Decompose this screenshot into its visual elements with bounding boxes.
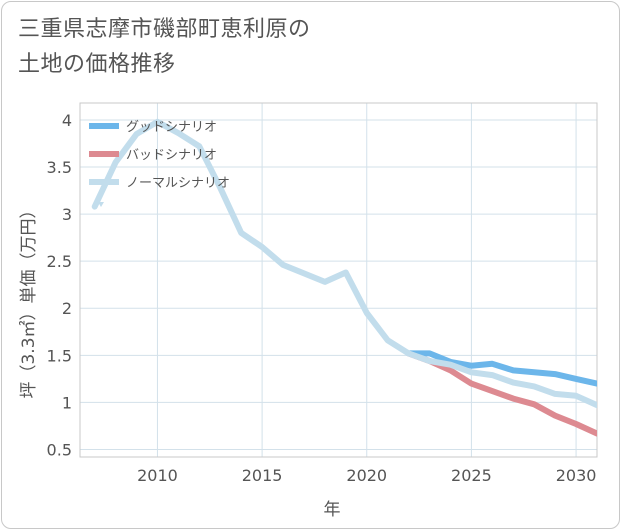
y-tick-label: 0.5 xyxy=(47,440,72,459)
grid xyxy=(80,103,597,457)
y-tick-label: 2.5 xyxy=(47,252,72,271)
y-tick-label: 1 xyxy=(62,393,72,412)
x-tick-label: 2010 xyxy=(137,466,178,485)
legend-item-good[interactable]: グッドシナリオ xyxy=(89,120,217,135)
y-tick-label: 3 xyxy=(62,205,72,224)
x-tick-label: 2025 xyxy=(451,466,492,485)
normal-scenario-line xyxy=(91,118,597,409)
chart-title: 三重県志摩市磯部町恵利原の 土地の価格推移 xyxy=(18,12,311,82)
good-scenario-line xyxy=(405,350,597,387)
x-tick-label: 2015 xyxy=(242,466,283,485)
chart-title-line-1: 三重県志摩市磯部町恵利原の xyxy=(18,17,311,42)
plot-border xyxy=(79,102,598,458)
x-tick-label: 2030 xyxy=(556,466,597,485)
legend-label: グッドシナリオ xyxy=(126,120,217,135)
y-tick-label: 2 xyxy=(62,299,72,318)
legend-item-bad[interactable]: バッドシナリオ xyxy=(89,148,217,163)
legend-item-normal[interactable]: ノーマルシナリオ xyxy=(89,176,230,191)
tick-labels: 2010 2015 2020 2025 2030 0.5 1 1.5 2 2.5 3 3.5 4 xyxy=(47,111,597,485)
y-tick-label: 1.5 xyxy=(47,346,72,365)
x-tick-label: 2020 xyxy=(346,466,387,485)
x-axis-label: 年 xyxy=(324,500,341,520)
y-tick-label: 3.5 xyxy=(47,158,72,177)
legend-scroll-indicator-icon[interactable] xyxy=(98,202,104,207)
series-layer xyxy=(91,118,597,437)
legend-label: バッドシナリオ xyxy=(126,148,217,163)
chart-title-line-2: 土地の価格推移 xyxy=(18,52,176,77)
y-axis-label: 坪（3.3㎡）単価（万円） xyxy=(19,201,39,398)
legend-label: ノーマルシナリオ xyxy=(126,176,230,191)
y-tick-label: 4 xyxy=(62,111,72,130)
